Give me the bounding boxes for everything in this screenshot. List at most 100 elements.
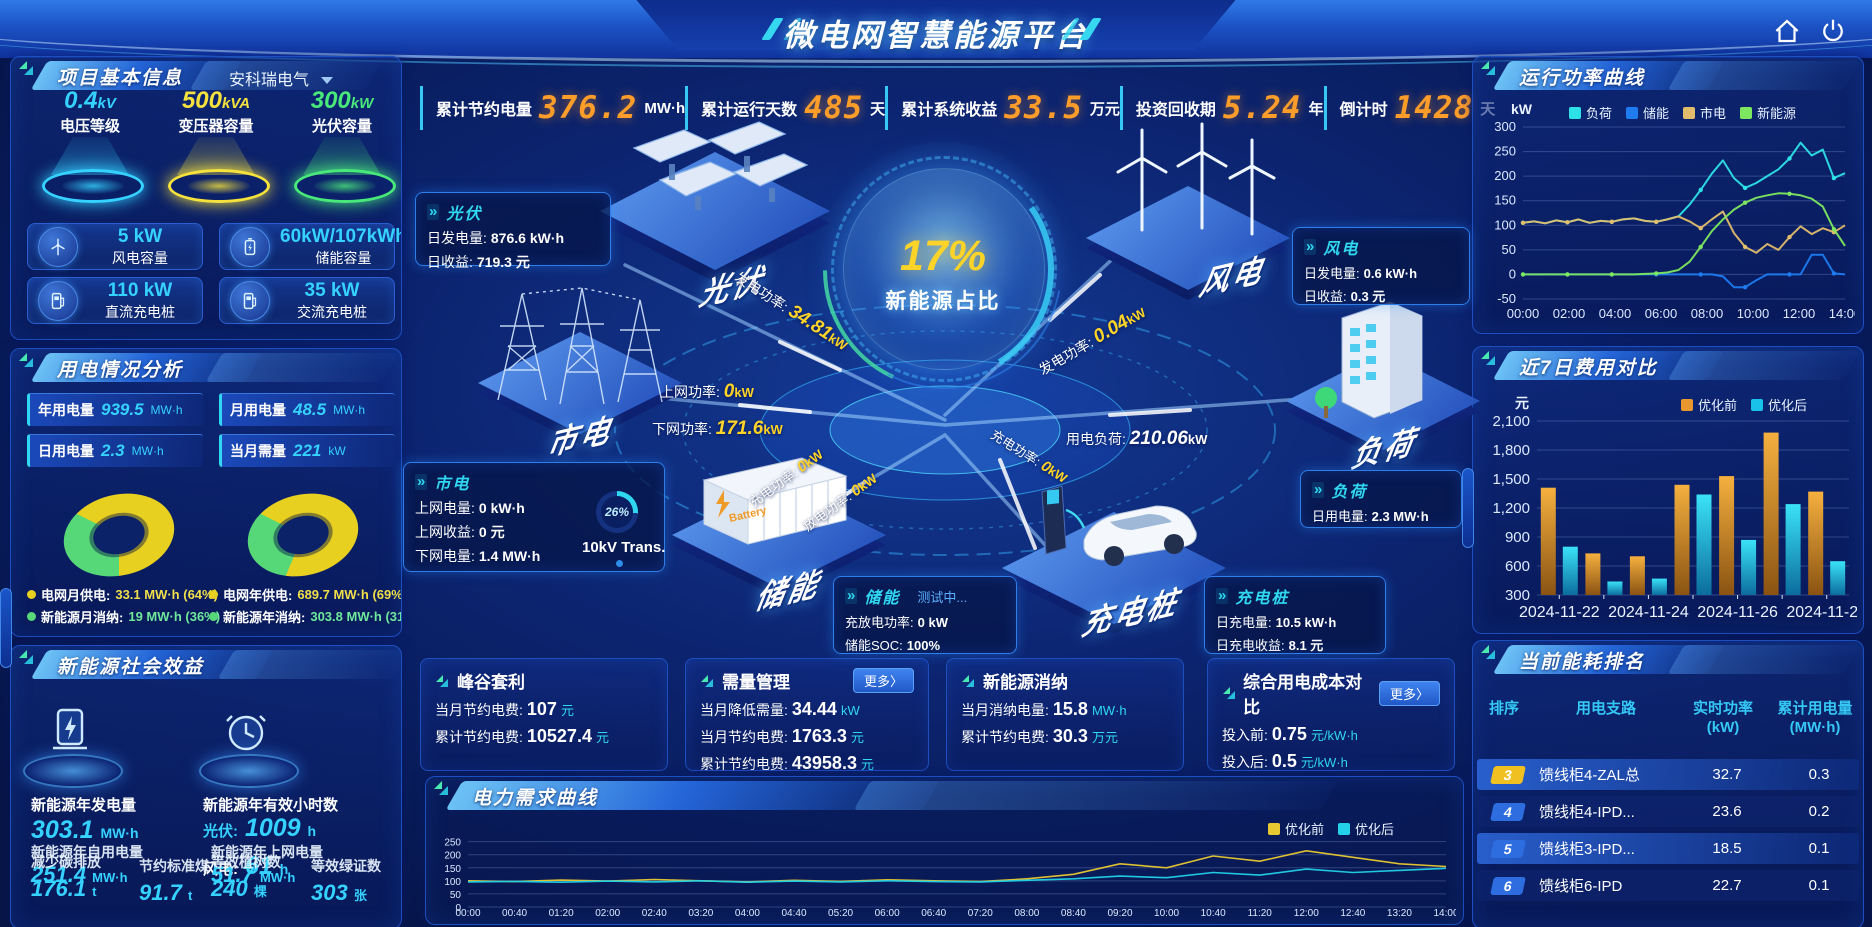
legend-value: 19 MW·h (36%) <box>128 609 221 624</box>
demand_curve-svg: 250 200 150 100 50 000:00 00:40 01:20 02:00 02:40… <box>444 838 1459 919</box>
usage-stat-3: 当月需量 221 kW <box>219 434 395 467</box>
demand-curve-legend: 优化前 优化后 <box>1268 819 1394 838</box>
panel-corner-icon <box>434 781 448 795</box>
svg-text:50: 50 <box>450 890 462 901</box>
gen-label: 新能源年发电量 <box>31 797 137 814</box>
project-info-header: 项目基本信息 安科瑞电气 <box>11 57 401 93</box>
total-energy: 0.1 <box>1808 877 1830 894</box>
svg-text:12:00: 12:00 <box>1783 306 1816 321</box>
donut-legend-item: 新能源月消纳: 19 MW·h (36%) <box>27 607 220 626</box>
renewable-share-label: 新能源占比 <box>885 290 1001 313</box>
edge-tab-left[interactable] <box>0 588 12 668</box>
carousel-b-label: 等效植树数 <box>211 854 281 870</box>
svg-text:12:00: 12:00 <box>1294 908 1319 919</box>
capacity-card-text: 5 kW 风电容量 <box>88 226 192 268</box>
capacity-label: 储能容量 <box>315 249 372 266</box>
spotlight-label: 变压器容量 <box>178 118 254 135</box>
capacity-card-text: 35 kW 交流充电桩 <box>280 280 384 322</box>
table-row-2[interactable]: 5 馈线柜3-IPD... 18.5 0.1 <box>1477 833 1859 864</box>
svg-text:600: 600 <box>1505 558 1530 575</box>
company-select[interactable]: 安科瑞电气 <box>229 66 334 90</box>
legend-value: 303.8 MW·h (31%) <box>310 609 401 624</box>
home-icon[interactable] <box>1772 16 1802 46</box>
capacity-label: 风电容量 <box>112 249 168 266</box>
svg-text:03:20: 03:20 <box>688 908 713 919</box>
capacity-card-1: 60kW/107kWh 储能容量 <box>219 223 401 270</box>
svg-text:2024-11-28: 2024-11-28 <box>1786 604 1857 621</box>
flow-grid-export-power: 上网功率: 0kW <box>660 381 754 402</box>
transformer-load-value: 26% <box>604 504 629 519</box>
kpi-value: 376.2 <box>539 90 638 126</box>
demand-curve-chart: 250 200 150 100 50 0 00:00 00:40 01:20 02:00 02:40… <box>432 835 1459 924</box>
spotlight-label: 光伏容量 <box>311 118 372 135</box>
panel-corner-icon <box>1481 61 1495 75</box>
usage-stat-label: 日用电量 <box>38 443 94 459</box>
transformer-label: 10kV Trans. <box>582 539 666 556</box>
legend-item-优化前: 优化前 <box>1268 819 1324 838</box>
info-box-title: 负荷 <box>1331 484 1368 501</box>
header-swoosh-line-2 <box>0 32 1872 68</box>
svg-text:00:40: 00:40 <box>502 908 527 919</box>
more-button[interactable]: 更多〉 <box>852 668 914 693</box>
panel-corner-icon <box>1481 645 1495 659</box>
rank-badge: 5 <box>1490 839 1526 858</box>
load-info-box: » 负荷 日用电量: 2.3 MW·h <box>1300 470 1462 528</box>
edge-tab-right[interactable] <box>1462 468 1474 548</box>
info-box-row: 下网电量: 1.4 MW·h <box>415 548 541 564</box>
legend-label: 新能源年消纳: <box>223 610 306 625</box>
more-button[interactable]: 更多〉 <box>1378 680 1440 706</box>
info-box-row: 日发电量: 876.6 kW·h <box>427 230 565 246</box>
table-row-0[interactable]: 3 馈线柜4-ZAL总 32.7 0.3 <box>1477 759 1859 790</box>
power-icon[interactable] <box>1818 16 1848 46</box>
social-benefit-title: 新能源社会效益 <box>57 657 205 678</box>
usage-stat-value: 2.3 <box>101 441 125 460</box>
svg-text:01:20: 01:20 <box>549 908 574 919</box>
kpi-value: 485 <box>804 90 864 126</box>
svg-text:08:40: 08:40 <box>1061 908 1086 919</box>
carousel-b-label: 节约标准煤 <box>139 858 209 874</box>
wind-turbines-icon <box>1116 122 1276 236</box>
summary-card-row: 累计节约电费: 10527.4 元 <box>435 726 609 746</box>
capacity-value: 5 kW <box>117 225 163 247</box>
svg-text:2024-11-24: 2024-11-24 <box>1608 604 1689 621</box>
chevron-right-icon: » <box>1312 481 1325 498</box>
ranking-header-cell: 实时功率 (kW) <box>1692 700 1753 736</box>
table-row-1[interactable]: 4 馈线柜4-IPD... 23.6 0.2 <box>1477 796 1859 827</box>
donut-legend-item: 新能源年消纳: 303.8 MW·h (31%) <box>209 607 401 626</box>
usage-stat-value: 939.5 <box>101 400 144 419</box>
svg-text:00:00: 00:00 <box>1507 306 1540 321</box>
svg-text:150: 150 <box>1494 193 1516 208</box>
capacity-label: 交流充电桩 <box>297 303 367 320</box>
cost-compare-ylabel: 元 <box>1515 395 1529 411</box>
spotlight-value: 0.4kV <box>64 87 116 114</box>
summary-card-row: 累计节约电费: 43958.3 元 <box>700 753 874 773</box>
donut-legend-item: 电网年供电: 689.7 MW·h (69%) <box>209 585 401 604</box>
kpi-value: 5.24 <box>1222 90 1302 126</box>
summary-card-row: 当月消纳电量: 15.8 MW·h <box>961 699 1127 719</box>
svg-text:250: 250 <box>1494 144 1516 159</box>
usage-stat-label: 年用电量 <box>38 402 94 418</box>
usage-stat-label: 月用电量 <box>230 402 286 418</box>
branch-name: 馈线柜3-IPD... <box>1539 841 1635 858</box>
svg-text:05:20: 05:20 <box>828 908 853 919</box>
panel-corner-icon <box>19 61 33 75</box>
pagination-dot[interactable] <box>616 560 623 567</box>
capacity-card-3: 35 kW 交流充电桩 <box>219 277 395 324</box>
info-box-title: 光伏 <box>446 206 483 223</box>
svg-text:2024-11-26: 2024-11-26 <box>1697 604 1778 621</box>
table-row-3[interactable]: 6 馈线柜6-IPD 22.7 0.1 <box>1477 870 1859 901</box>
total-energy: 0.2 <box>1808 803 1830 820</box>
svg-text:200: 200 <box>444 851 461 862</box>
svg-text:14:00: 14:00 <box>1829 306 1855 321</box>
storage-info-box: » 储能 测试中... 充放电功率: 0 kW 储能SOC: 100% <box>833 576 1017 654</box>
spotlight-value: 300kW <box>310 87 374 114</box>
kpi-bar: 累计节约电量 376.2 MW·h 累计运行天数 485 天累计系统收益 33.5 万元 投资回… <box>420 86 1495 132</box>
svg-text:13:20: 13:20 <box>1387 908 1412 919</box>
info-box-row: 上网电量: 0 kW·h <box>415 500 525 516</box>
usage-stat-0: 年用电量 939.5 MW·h <box>27 393 203 426</box>
usage-stat-1: 月用电量 48.5 MW·h <box>219 393 395 426</box>
usage-stat-value: 221 <box>293 441 322 460</box>
svg-text:50: 50 <box>1502 242 1516 257</box>
cost-compare-panel: 近7日费用对比 元 优化前 优化后 2,100 1,800 1,500 1,200 900… <box>1472 346 1864 634</box>
